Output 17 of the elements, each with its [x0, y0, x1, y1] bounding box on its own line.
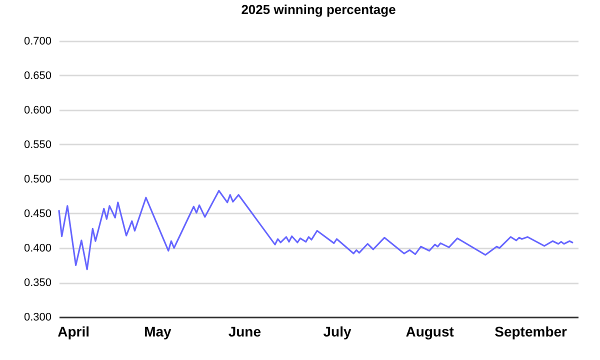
chart-title: 2025 winning percentage — [241, 2, 396, 17]
y-tick-label: 0.700 — [24, 36, 52, 48]
y-tick-label: 0.350 — [24, 277, 52, 289]
y-tick-label: 0.400 — [24, 242, 52, 254]
line-series — [58, 190, 574, 270]
y-tick-label: 0.300 — [24, 312, 52, 324]
y-tick-label: 0.550 — [24, 139, 52, 151]
y-tick-label: 0.500 — [24, 174, 52, 186]
x-tick-label: August — [406, 324, 454, 340]
y-tick-label: 0.450 — [24, 208, 52, 220]
x-tick-label: April — [58, 324, 90, 340]
x-tick-label: September — [494, 324, 568, 340]
x-tick-label: July — [323, 324, 352, 340]
y-tick-label: 0.650 — [24, 70, 52, 82]
x-tick-label: May — [144, 324, 172, 340]
y-tick-label: 0.600 — [24, 104, 52, 116]
x-tick-label: June — [228, 324, 262, 340]
